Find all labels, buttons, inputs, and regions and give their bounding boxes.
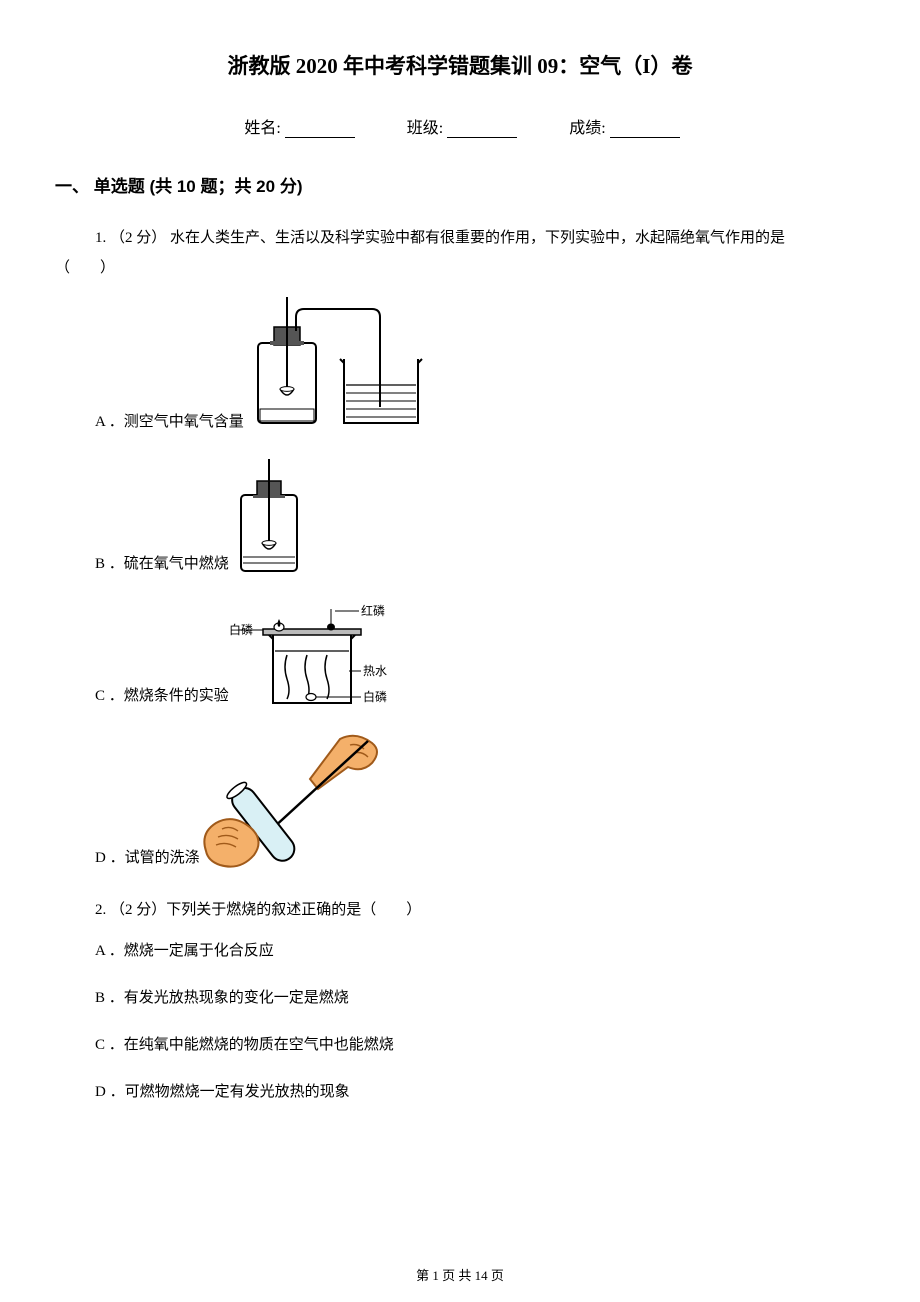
- q1-option-b: B ．硫在氧气中燃烧: [95, 459, 865, 579]
- q1-stem-text: 1. （2 分） 水在人类生产、生活以及科学实验中都有很重要的作用，下列实验中，…: [95, 230, 785, 246]
- q1-c-hot-water: 热水: [363, 664, 387, 678]
- q1-option-d: D ．试管的洗涤: [95, 733, 865, 873]
- q1-c-white-p-top: 白磷: [229, 622, 253, 637]
- q1-d-label: D ．试管的洗涤: [95, 843, 200, 873]
- question-1: 1. （2 分） 水在人类生产、生活以及科学实验中都有很重要的作用，下列实验中，…: [95, 223, 865, 873]
- student-info-row: 姓名: 班级: 成绩:: [55, 114, 865, 138]
- q1-c-red-p: 红磷: [361, 603, 385, 618]
- page: 浙教版 2020 年中考科学错题集训 09：空气（I）卷 姓名: 班级: 成绩:…: [0, 0, 920, 1302]
- question-2: 2. （2 分）下列关于燃烧的叙述正确的是（ ）: [95, 895, 865, 925]
- page-footer: 第 1 页 共 14 页: [0, 1265, 920, 1284]
- q2-option-d: D ．可燃物燃烧一定有发光放热的现象: [95, 1080, 865, 1101]
- score-label: 成绩:: [569, 120, 605, 137]
- name-blank: [285, 121, 355, 138]
- q2-option-a: A ．燃烧一定属于化合反应: [95, 939, 865, 960]
- q1-paren: （ ）: [55, 260, 115, 276]
- q1-option-a: A ．测空气中氧气含量: [95, 297, 865, 437]
- class-blank: [447, 121, 517, 138]
- q2-stem: 2. （2 分）下列关于燃烧的叙述正确的是（ ）: [95, 895, 865, 925]
- q1-a-label: A ．测空气中氧气含量: [95, 407, 244, 437]
- q1-b-label: B ．硫在氧气中燃烧: [95, 549, 229, 579]
- q1-stem: 1. （2 分） 水在人类生产、生活以及科学实验中都有很重要的作用，下列实验中，…: [95, 223, 865, 283]
- section-heading: 一、 单选题 (共 10 题；共 20 分): [55, 172, 865, 197]
- q2-option-c: C ．在纯氧中能燃烧的物质在空气中也能燃烧: [95, 1033, 865, 1054]
- name-label: 姓名:: [244, 120, 280, 137]
- q1-option-c: C ．燃烧条件的实验: [95, 601, 865, 711]
- q1-c-white-p-bottom: 白磷: [363, 689, 387, 704]
- q1-c-diagram: 白磷 红磷 热水 白磷: [229, 601, 399, 711]
- document-title: 浙教版 2020 年中考科学错题集训 09：空气（I）卷: [55, 50, 865, 80]
- score-blank: [610, 121, 680, 138]
- class-label: 班级:: [407, 120, 443, 137]
- q1-d-diagram: [200, 733, 390, 873]
- q2-option-b: B ．有发光放热现象的变化一定是燃烧: [95, 986, 865, 1007]
- q1-a-diagram: [244, 297, 434, 437]
- q1-c-label: C ．燃烧条件的实验: [95, 681, 229, 711]
- q1-b-diagram: [229, 459, 309, 579]
